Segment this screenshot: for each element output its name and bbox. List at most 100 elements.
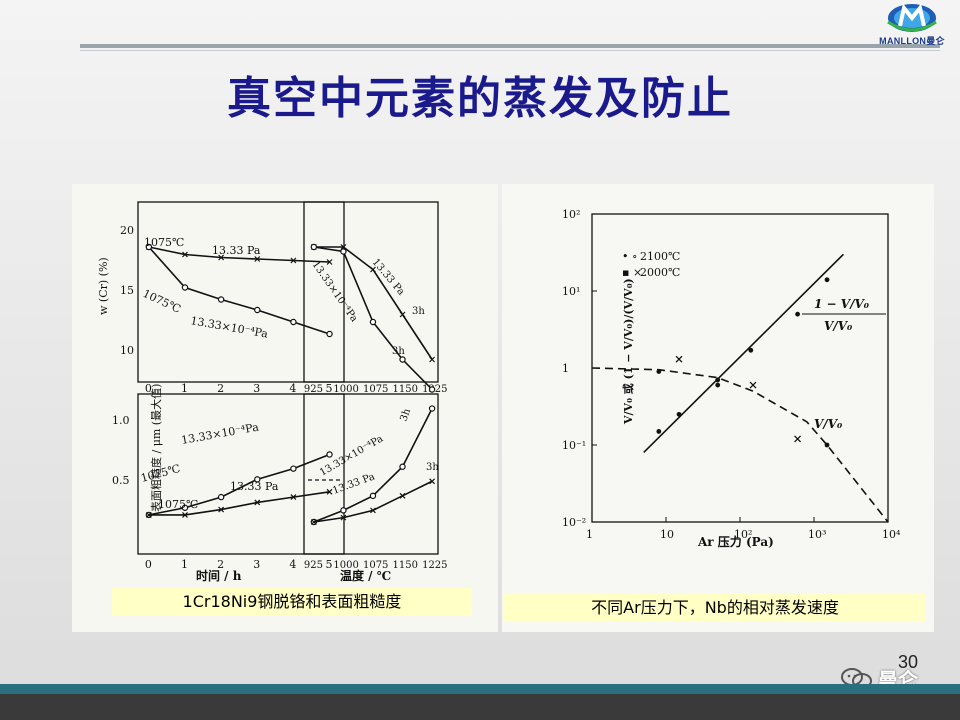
vv0-curve xyxy=(591,367,889,523)
ratio-label-num: 1 − V/V₀ xyxy=(814,297,870,311)
header-rule-thin xyxy=(80,50,940,51)
ytick-top-2: 10 xyxy=(120,344,134,357)
series-point-p0-s1 xyxy=(326,330,333,338)
ratio-point xyxy=(676,411,682,417)
vv0-label: V/V₀ xyxy=(814,417,843,431)
series-point-p2-s0 xyxy=(217,493,225,501)
series-point-p3-s0 xyxy=(399,463,406,470)
series-point-p0-s0 xyxy=(326,259,333,265)
right-ytick-label: 10² xyxy=(562,208,580,221)
time-tick-label: 0 xyxy=(145,558,152,571)
ratio-point xyxy=(656,429,662,434)
bottom-ylabel: 表面粗糙度 / μm (最大值) xyxy=(149,384,163,512)
series-point-p1-s1 xyxy=(399,356,406,363)
time-tick-label: 3 xyxy=(253,558,260,571)
series-point-p1-s0 xyxy=(429,356,436,363)
time-tick-label: 4 xyxy=(289,558,296,571)
series-point-p0-s0 xyxy=(254,256,261,262)
series-point-p2-s1 xyxy=(145,511,152,518)
right-ytick-label: 10⁻² xyxy=(562,516,586,529)
time-tick-label: 2 xyxy=(217,558,224,571)
legend-2000: ▪ × xyxy=(622,266,642,279)
series-point-p2-s1 xyxy=(182,511,188,518)
label-3h-a: 3h xyxy=(412,306,425,317)
temp-tick-label: 1075 xyxy=(363,384,388,395)
left-figure-caption: 1Cr18Ni9钢脱铬和表面粗糙度 xyxy=(112,588,472,616)
series-point-p0-s0 xyxy=(182,251,188,258)
series-point-p2-s1 xyxy=(290,494,297,501)
series-point-p3-s1 xyxy=(340,514,347,521)
label-1333-bottom-temp: 13.33 Pa xyxy=(331,471,376,496)
manllon-logo-icon xyxy=(887,3,937,32)
series-point-p1-s1 xyxy=(428,386,436,393)
series-line-p1-s1 xyxy=(313,246,433,391)
temp-tick-label: 1150 xyxy=(393,560,418,571)
right-series-group xyxy=(591,253,889,523)
legend-2100-label: 2100℃ xyxy=(640,250,680,263)
temp-tick-label: 1075 xyxy=(363,560,388,571)
xlabel-time: 时间 / h xyxy=(196,568,242,583)
series-point-p1-s0 xyxy=(399,311,406,318)
series-point-p0-s1 xyxy=(254,306,261,314)
label-1333e4-bottom: 13.33×10⁻⁴Pa xyxy=(180,420,260,446)
series-point-p0-s1 xyxy=(217,296,225,303)
plot-frame-tr xyxy=(303,201,439,383)
ratio-label-den: V/V₀ xyxy=(824,319,853,333)
vv0-point xyxy=(824,442,830,448)
series-point-p3-s0 xyxy=(428,405,436,412)
temp-ticks-bottom: 925 1000 1075 1150 1225 xyxy=(304,560,448,571)
time-ticks-top: 0 1 2 3 4 5 xyxy=(145,382,333,395)
series-point-p0-s0 xyxy=(290,257,297,264)
series-point-p3-s1 xyxy=(399,492,406,499)
ratio-line xyxy=(643,253,845,454)
ratio-point xyxy=(715,382,721,388)
series-point-p2-s0 xyxy=(254,476,261,483)
series-point-p2-s1 xyxy=(218,506,225,513)
temp-tick-label: 925 xyxy=(304,384,323,395)
label-1333-bottom: 13.33 Pa xyxy=(230,480,279,493)
series-point-p3-s1 xyxy=(370,507,376,514)
label-1075-bottom-b: 1075℃ xyxy=(158,498,198,511)
label-3h-c: 3h xyxy=(398,407,413,423)
series-point-p2-s1 xyxy=(326,488,333,495)
header-rule xyxy=(80,44,940,48)
xlabel-temp: 温度 / ℃ xyxy=(340,568,391,583)
time-tick-label: 0 xyxy=(145,382,152,395)
series-point-p1-s0 xyxy=(340,244,347,250)
time-tick-label: 1 xyxy=(181,382,188,395)
plot-frame-bl xyxy=(137,393,345,555)
series-point-p2-s0 xyxy=(290,465,297,472)
right-figure-caption: 不同Ar压力下，Nb的相对蒸发速度 xyxy=(504,594,926,622)
series-point-p3-s0 xyxy=(369,492,377,500)
footer-band xyxy=(0,684,960,694)
series-point-p2-s1 xyxy=(254,499,261,506)
vv0-cross-point xyxy=(675,355,683,363)
right-xtick-label: 10 xyxy=(660,528,674,541)
plot-frame-tl xyxy=(137,201,345,383)
vv0-point xyxy=(715,377,721,383)
label-1333e4-temp: 13.33×10⁻⁴Pa xyxy=(310,259,360,324)
left-figure-svg: w (Cr) (%) 表面粗糙度 / μm (最大值) 20 15 10 1.0… xyxy=(97,201,448,583)
temp-tick-label: 1000 xyxy=(333,560,358,571)
top-ylabel: w (Cr) (%) xyxy=(97,257,110,315)
page-number: 30 xyxy=(898,652,919,672)
footer-dark xyxy=(0,694,960,720)
vv0-cross-point xyxy=(794,435,802,443)
logo-brand-text: MANLLON曼仑 xyxy=(879,36,945,46)
label-1333-top: 13.33 Pa xyxy=(212,244,261,257)
vv0-cross-point xyxy=(749,381,757,389)
ratio-point xyxy=(795,311,800,317)
time-tick-label: 3 xyxy=(253,382,260,395)
right-ytick-label: 1 xyxy=(562,362,569,375)
temp-tick-label: 1000 xyxy=(333,384,358,395)
label-1075-lower: 1075℃ xyxy=(141,287,183,316)
series-point-p0-s1 xyxy=(181,284,189,291)
right-ylabel: V/V₀ 或 (1 − V/V₀)/(V/V₀) xyxy=(621,278,635,425)
ratio-point xyxy=(748,347,754,353)
right-xtick-label: 10⁴ xyxy=(882,528,901,541)
series-line-p0-s1 xyxy=(148,246,330,335)
series-point-p1-s1 xyxy=(369,318,377,326)
temp-tick-label: 1225 xyxy=(422,560,447,571)
vv0-point xyxy=(656,369,662,374)
series-point-p1-s1 xyxy=(340,248,347,255)
